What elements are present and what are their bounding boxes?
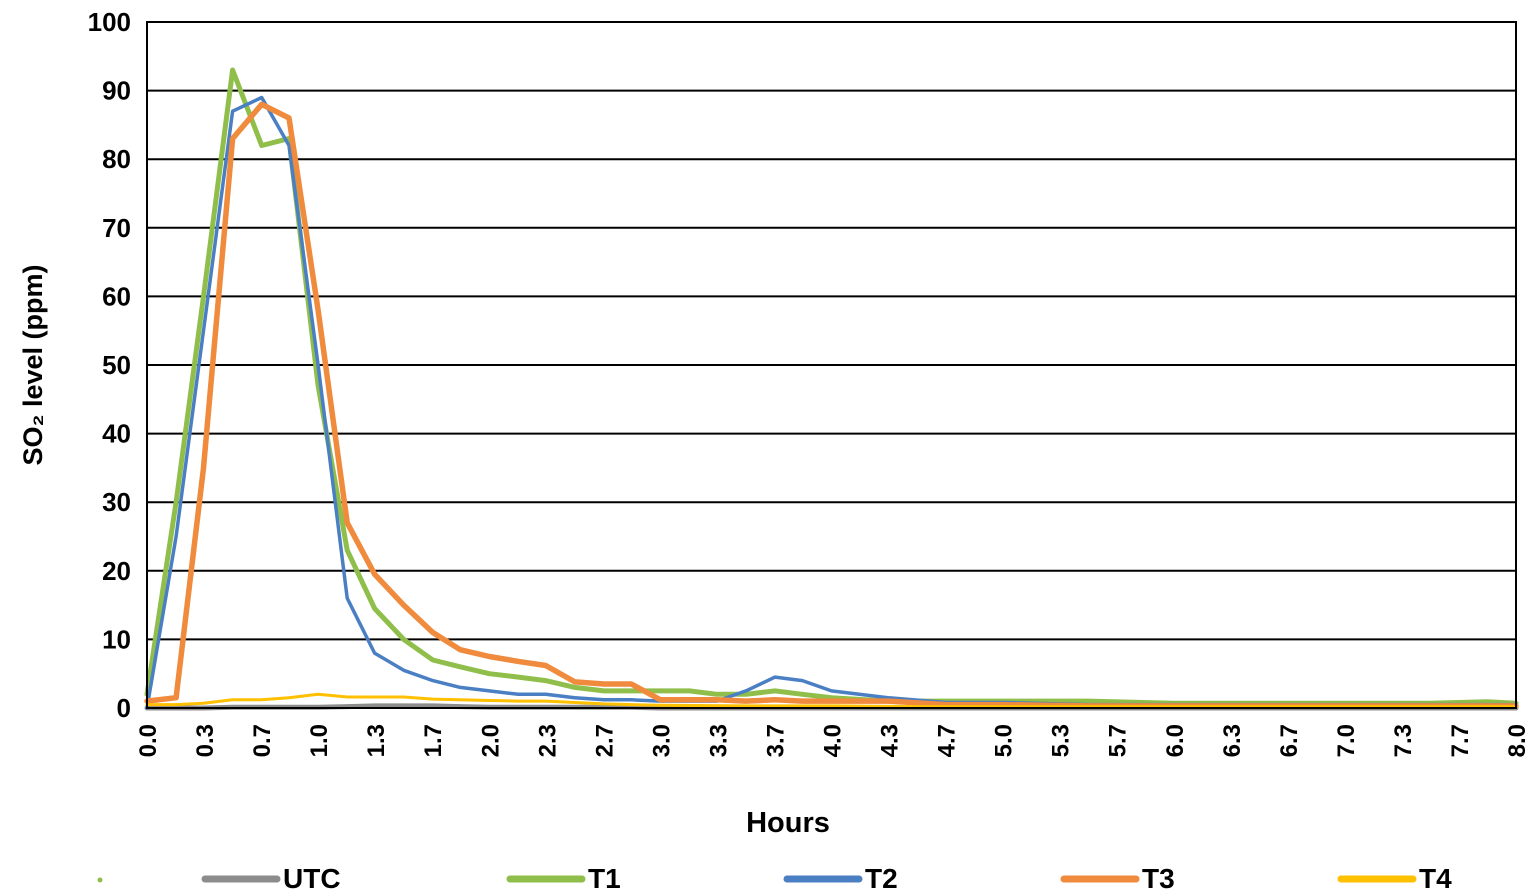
y-tick-label: 100 [88,7,131,37]
x-tick-label: 0.7 [249,724,276,757]
legend: UTC T1 T2 T3 T4 [97,863,1452,893]
legend-marker-dot [97,877,103,883]
y-tick-label: 90 [102,76,131,106]
plot-area-border [146,21,1517,709]
x-axis-title: Hours [746,807,830,839]
x-axis-ticks: 0.0 0.3 0.7 1.0 1.3 1.7 2.0 2.3 2.7 3.0 3.3 3.7 4.0 4… [135,724,1529,757]
legend-label-t3: T3 [1142,863,1175,893]
x-tick-label: 5.3 [1048,724,1075,757]
x-tick-label: 5.0 [991,724,1018,757]
x-tick-label: 7.3 [1390,724,1417,757]
legend-label-t1: T1 [588,863,621,893]
y-tick-label: 10 [102,624,131,654]
y-tick-label: 60 [102,281,131,311]
series-line-t3 [144,101,1519,709]
y-tick-label: 40 [102,419,131,449]
x-tick-label: 0.0 [135,724,162,757]
plot-frame [146,21,1517,709]
x-tick-label: 7.0 [1333,724,1360,757]
series-line-t2 [145,95,1518,710]
x-tick-label: 4.3 [877,724,904,757]
x-tick-label: 2.0 [477,724,504,757]
x-tick-label: 1.7 [420,724,447,757]
x-tick-label: 2.3 [534,724,561,757]
legend-label-t2: T2 [865,863,898,893]
y-tick-label: 50 [102,350,131,380]
x-tick-label: 6.0 [1162,724,1189,757]
y-axis-title: SO₂ level (ppm) [18,264,48,465]
series-line-t4 [145,692,1518,709]
x-tick-label: 5.7 [1105,724,1132,757]
series-lines [144,67,1519,711]
x-tick-label: 8.0 [1504,724,1529,757]
y-tick-label: 70 [102,213,131,243]
y-tick-label: 0 [117,693,131,723]
x-tick-label: 3.0 [648,724,675,757]
legend-label-t4: T4 [1419,863,1452,893]
x-tick-label: 7.7 [1447,724,1474,757]
x-tick-label: 6.3 [1219,724,1246,757]
legend-label-utc: UTC [283,863,341,893]
x-tick-label: 1.3 [363,724,390,757]
y-axis-ticks: 0 10 20 30 40 50 60 70 80 90 100 [88,7,131,723]
x-tick-label: 4.7 [934,724,961,757]
x-tick-label: 0.3 [192,724,219,757]
x-tick-label: 1.0 [306,724,333,757]
y-tick-label: 20 [102,556,131,586]
x-tick-label: 4.0 [820,724,847,757]
x-tick-label: 3.7 [762,724,789,757]
y-tick-label: 30 [102,487,131,517]
x-tick-label: 3.3 [705,724,732,757]
y-tick-label: 80 [102,144,131,174]
x-tick-label: 2.7 [591,724,618,757]
x-tick-label: 6.7 [1276,724,1303,757]
